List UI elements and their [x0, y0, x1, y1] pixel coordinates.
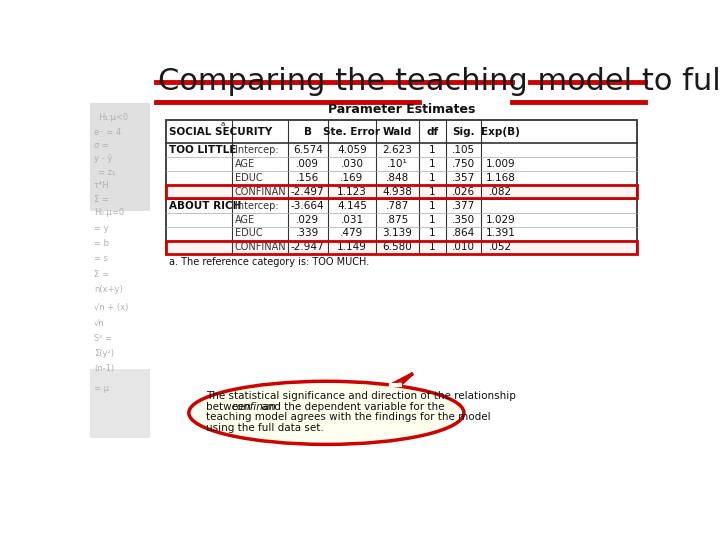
Text: 1.029: 1.029 [486, 214, 516, 225]
Text: CONFINAN: CONFINAN [235, 187, 287, 197]
Text: √n: √n [94, 318, 104, 327]
Text: Σ =: Σ = [94, 270, 109, 279]
Text: 3.139: 3.139 [382, 228, 413, 239]
Text: 1.391: 1.391 [486, 228, 516, 239]
Text: .787: .787 [386, 201, 409, 211]
Text: σ =: σ = [94, 141, 109, 150]
Text: (n-1): (n-1) [94, 364, 114, 374]
Text: EDUC: EDUC [235, 173, 263, 183]
Text: .875: .875 [386, 214, 409, 225]
Text: 1: 1 [429, 173, 436, 183]
Text: .031: .031 [341, 214, 364, 225]
Text: Exp(B): Exp(B) [481, 127, 520, 137]
Text: .105: .105 [451, 145, 474, 156]
Text: .357: .357 [451, 173, 474, 183]
Text: using the full data set.: using the full data set. [206, 423, 324, 433]
FancyBboxPatch shape [90, 103, 150, 211]
Text: Sig.: Sig. [452, 127, 474, 137]
Text: 4.145: 4.145 [337, 201, 367, 211]
Text: AGE: AGE [235, 214, 255, 225]
Text: .377: .377 [451, 201, 474, 211]
Text: n(x+y): n(x+y) [94, 285, 122, 294]
Text: The statistical significance and direction of the relationship: The statistical significance and directi… [206, 391, 516, 401]
Text: .156: .156 [296, 173, 320, 183]
Text: Intercep:: Intercep: [235, 145, 279, 156]
Text: √n + (x): √n + (x) [94, 303, 128, 312]
Text: = s: = s [94, 254, 108, 264]
FancyBboxPatch shape [167, 241, 636, 254]
Text: 1.149: 1.149 [337, 242, 367, 252]
Text: 1: 1 [429, 214, 436, 225]
Text: .030: .030 [341, 159, 364, 169]
Text: .864: .864 [451, 228, 474, 239]
Text: 4.938: 4.938 [382, 187, 413, 197]
Text: a: a [221, 121, 225, 127]
Text: H₁:μ<0: H₁:μ<0 [98, 113, 128, 122]
Text: .848: .848 [386, 173, 409, 183]
Text: ABOUT RICH: ABOUT RICH [169, 201, 241, 211]
Text: teaching model agrees with the findings for the model: teaching model agrees with the findings … [206, 413, 491, 422]
Text: .052: .052 [489, 242, 513, 252]
Text: 2.623: 2.623 [382, 145, 413, 156]
Text: between: between [206, 402, 254, 411]
Text: 1: 1 [429, 242, 436, 252]
Text: Parameter Estimates: Parameter Estimates [328, 103, 475, 116]
Text: confinan: confinan [232, 402, 277, 411]
Text: 1: 1 [429, 159, 436, 169]
Text: .10¹: .10¹ [387, 159, 408, 169]
Text: B: B [304, 127, 312, 137]
Text: 1.009: 1.009 [486, 159, 516, 169]
Text: 1.168: 1.168 [486, 173, 516, 183]
Text: df: df [426, 127, 438, 137]
Text: SOCIAL SECURITY: SOCIAL SECURITY [169, 127, 272, 137]
Text: Σ =: Σ = [94, 195, 109, 204]
Text: .010: .010 [451, 242, 474, 252]
Text: .479: .479 [341, 228, 364, 239]
Text: 1: 1 [429, 145, 436, 156]
Text: = z₁: = z₁ [98, 168, 115, 177]
Text: a. The reference category is: TOO MUCH.: a. The reference category is: TOO MUCH. [169, 257, 369, 267]
Text: .750: .750 [451, 159, 474, 169]
Text: -3.664: -3.664 [291, 201, 325, 211]
Text: Intercep:: Intercep: [235, 201, 279, 211]
Text: .169: .169 [341, 173, 364, 183]
Text: .082: .082 [489, 187, 513, 197]
Text: .350: .350 [451, 214, 474, 225]
Text: AGE: AGE [235, 159, 255, 169]
Text: .339: .339 [296, 228, 320, 239]
Text: Wald: Wald [382, 127, 412, 137]
Text: τ*H: τ*H [94, 181, 109, 190]
Text: .026: .026 [451, 187, 474, 197]
Text: TOO LITTLE: TOO LITTLE [169, 145, 236, 156]
Ellipse shape [189, 381, 464, 444]
FancyBboxPatch shape [166, 120, 637, 254]
Text: Ste. Error: Ste. Error [323, 127, 380, 137]
Text: CONFINAN: CONFINAN [235, 242, 287, 252]
Text: 6.574: 6.574 [293, 145, 323, 156]
FancyBboxPatch shape [167, 185, 636, 198]
Text: 1.123: 1.123 [337, 187, 367, 197]
Text: 6.580: 6.580 [382, 242, 412, 252]
Text: -2.497: -2.497 [291, 187, 325, 197]
FancyBboxPatch shape [90, 369, 150, 438]
Text: .029: .029 [296, 214, 320, 225]
Text: 1: 1 [429, 187, 436, 197]
Text: EDUC: EDUC [235, 228, 263, 239]
Text: .009: .009 [296, 159, 319, 169]
Text: Comparing the teaching model to full model - 3: Comparing the teaching model to full mod… [158, 66, 720, 96]
Text: = b: = b [94, 239, 109, 248]
Text: -2.947: -2.947 [291, 242, 325, 252]
Text: e⁻ = 4: e⁻ = 4 [94, 128, 121, 137]
Text: 1: 1 [429, 228, 436, 239]
Text: Σ(y²): Σ(y²) [94, 349, 114, 358]
Text: y - ȳ: y - ȳ [94, 154, 112, 163]
Text: and the dependent variable for the: and the dependent variable for the [258, 402, 444, 411]
Text: H₀:μ=0: H₀:μ=0 [94, 208, 124, 217]
Text: = y: = y [94, 224, 109, 233]
Text: S² =: S² = [94, 334, 112, 343]
Text: = μ: = μ [94, 384, 109, 393]
Text: 4.059: 4.059 [337, 145, 366, 156]
Polygon shape [391, 374, 412, 385]
Text: 1: 1 [429, 201, 436, 211]
